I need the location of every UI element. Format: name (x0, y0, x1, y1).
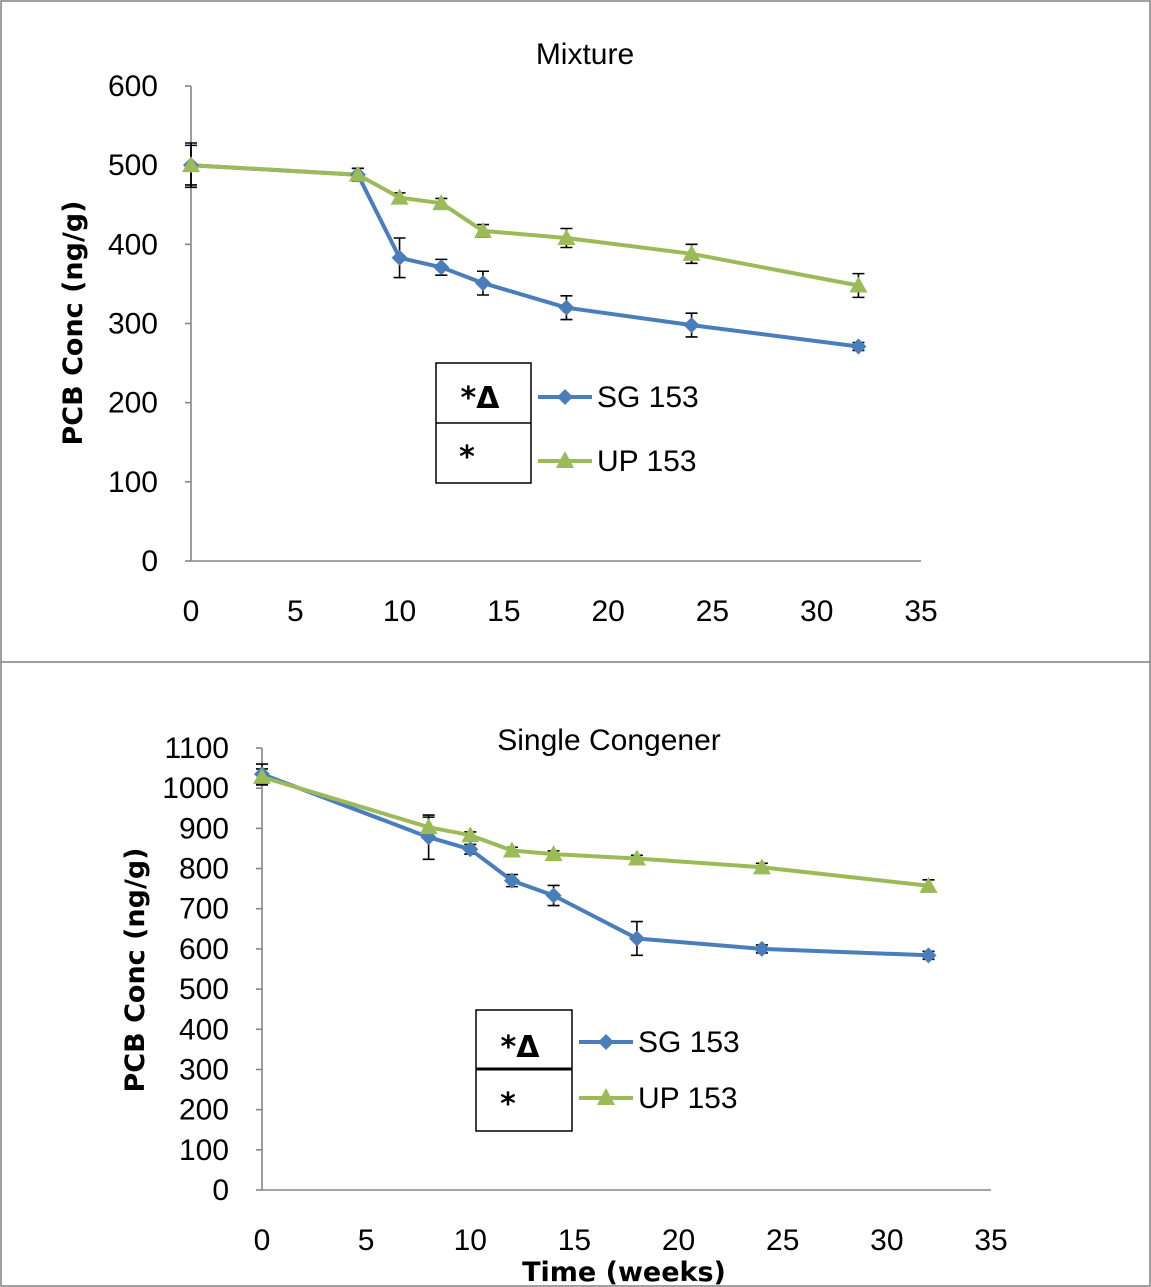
y-axis-label: PCB Conc (ng/g) (120, 848, 151, 1093)
y-tick-label: 100 (108, 466, 158, 499)
y-tick-label: 400 (108, 228, 158, 261)
data-markers (182, 156, 867, 354)
data-markers (253, 766, 938, 963)
legend-label-sg-153: SG 153 (638, 1026, 740, 1059)
x-tick-label: 5 (358, 1224, 375, 1257)
y-tick-label: 900 (179, 812, 229, 845)
data-point-sg-153 (433, 259, 449, 275)
x-tick-label: 25 (766, 1224, 799, 1257)
x-tick-label: 5 (287, 595, 304, 628)
x-tick-label: 0 (183, 595, 200, 628)
x-tick-label: 30 (870, 1224, 903, 1257)
series-lines (191, 165, 858, 346)
data-point-sg-153 (684, 317, 700, 333)
x-tick-label: 15 (558, 1224, 591, 1257)
y-tick-label: 200 (108, 387, 158, 420)
data-point-sg-153 (850, 338, 866, 354)
y-tick-label: 700 (179, 893, 229, 926)
x-tick-label: 35 (974, 1224, 1007, 1257)
y-tick-label: 600 (108, 70, 158, 103)
chart-title: Single Congener (497, 724, 721, 757)
legend: SG 153 UP 153 (579, 1026, 740, 1115)
legend-label-sg-153: SG 153 (597, 381, 699, 414)
significance-sg: *Δ (461, 381, 501, 416)
y-tick-label: 200 (179, 1094, 229, 1127)
axis-ticks: 0 100 200 300 400 500 600 0 5 10 15 20 25 30 35 (108, 70, 938, 628)
x-tick-label: 10 (383, 595, 416, 628)
legend-label-up-153: UP 153 (597, 445, 697, 478)
x-tick-label: 0 (254, 1224, 271, 1257)
y-tick-label: 500 (108, 149, 158, 182)
data-point-sg-153 (475, 275, 491, 291)
x-tick-label: 25 (696, 595, 729, 628)
y-tick-label: 400 (179, 1013, 229, 1046)
x-tick-label: 30 (800, 595, 833, 628)
data-point-sg-153 (558, 300, 574, 316)
series-lines (262, 774, 929, 955)
significance-sg: *Δ (501, 1030, 541, 1065)
legend-marker-sg-153 (557, 389, 573, 405)
legend-marker-sg-153 (598, 1034, 614, 1050)
y-tick-label: 1000 (162, 772, 229, 805)
x-axis-label: Time (weeks) (522, 1257, 726, 1287)
y-tick-label: 300 (179, 1053, 229, 1086)
data-point-sg-153 (629, 930, 645, 946)
error-bars (256, 764, 935, 959)
error-bars (185, 143, 864, 350)
data-point-sg-153 (546, 887, 562, 903)
series-line-sg-153 (262, 774, 929, 955)
y-tick-label: 1100 (164, 732, 229, 765)
x-tick-label: 35 (904, 595, 937, 628)
y-tick-label: 500 (179, 973, 229, 1006)
x-tick-label: 15 (487, 595, 520, 628)
x-tick-label: 10 (454, 1224, 487, 1257)
y-tick-label: 100 (179, 1134, 229, 1167)
x-tick-label: 20 (591, 595, 624, 628)
chart-title: Mixture (536, 38, 634, 71)
y-tick-label: 0 (212, 1174, 229, 1207)
y-tick-label: 800 (179, 853, 229, 886)
data-point-sg-153 (392, 250, 408, 266)
y-tick-label: 300 (108, 308, 158, 341)
y-tick-label: 600 (179, 933, 229, 966)
y-tick-label: 0 (141, 545, 158, 578)
series-line-up-153 (191, 165, 858, 285)
y-axis-label: PCB Conc (ng/g) (58, 201, 89, 446)
legend-label-up-153: UP 153 (638, 1082, 738, 1115)
legend: SG 153 UP 153 (538, 381, 699, 478)
mixture-chart: Mixture PCB Conc (ng/g) 0100200300400500… (58, 38, 938, 628)
data-point-sg-153 (921, 947, 937, 963)
series-line-up-153 (262, 777, 929, 886)
axis-ticks: 0 100 200 300 400 500 600 700 800 900 1000 1100 0 5 10… (162, 732, 1007, 1257)
data-point-sg-153 (754, 941, 770, 957)
single-congener-chart: Single Congener PCB Conc (ng/g) Time (we… (120, 724, 1008, 1287)
series-line-sg-153 (191, 165, 858, 346)
x-tick-label: 20 (662, 1224, 695, 1257)
significance-up: * (459, 440, 475, 475)
significance-up: * (500, 1087, 516, 1122)
